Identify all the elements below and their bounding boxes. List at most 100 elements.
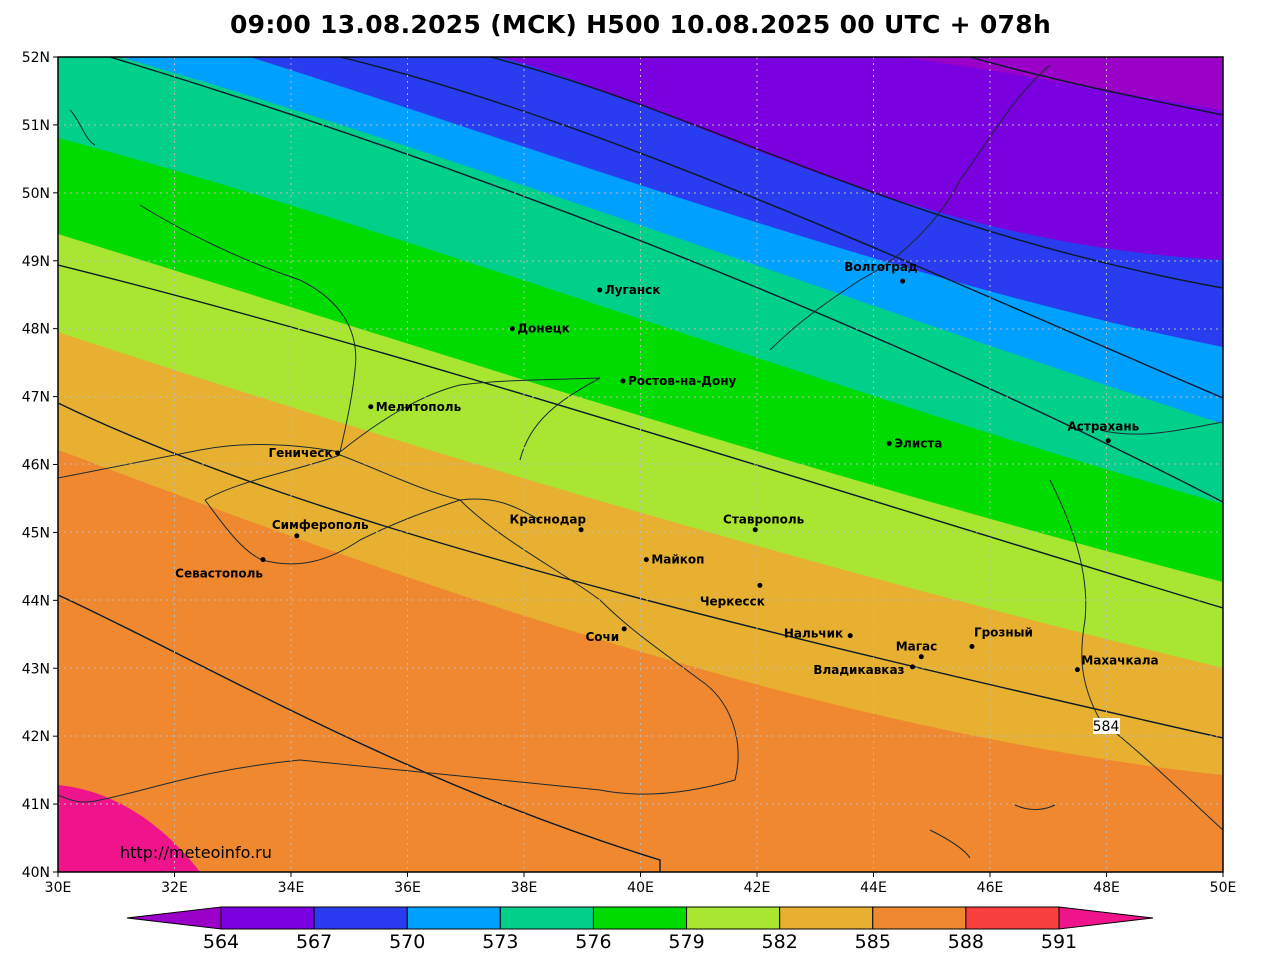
- colorbar-label: 570: [389, 931, 425, 953]
- city-dot: [752, 527, 758, 533]
- colorbar-max-arrow: [1058, 906, 1154, 930]
- colorbar-segment: [499, 906, 594, 930]
- city-dot: [969, 644, 975, 650]
- city-label: Элиста: [894, 436, 942, 450]
- colorbar-segment: [686, 906, 781, 930]
- lon-tick-label: 40E: [627, 880, 654, 896]
- city-label: Краснодар: [510, 513, 587, 527]
- lon-tick-label: 34E: [278, 880, 305, 896]
- contour-label-text: 584: [1093, 719, 1120, 735]
- map-title: 09:00 13.08.2025 (MCK) H500 10.08.2025 0…: [229, 10, 1052, 39]
- lat-tick-label: 48N: [22, 322, 50, 338]
- city-label: Майкоп: [651, 553, 704, 567]
- city-dot: [509, 326, 515, 332]
- city-dot: [1105, 438, 1111, 444]
- colorbar-min-arrow: [126, 906, 222, 930]
- city-label: Луганск: [605, 283, 661, 297]
- city-dot: [368, 404, 374, 410]
- band-582: [58, 232, 1223, 668]
- lon-tick-label: 44E: [860, 880, 887, 896]
- city-label: Донецк: [517, 322, 569, 336]
- grid-lines: [58, 57, 1223, 872]
- colorbar-segment: [220, 906, 315, 930]
- city-label: Черкесск: [700, 594, 765, 608]
- colorbar-label: 579: [668, 931, 704, 953]
- city-dot: [1074, 667, 1080, 673]
- lon-tick-label: 46E: [977, 880, 1004, 896]
- colorbar-segment: [872, 906, 967, 930]
- colorbar-segment: [406, 906, 501, 930]
- band-588: [58, 450, 1223, 872]
- coastlines: [58, 64, 1223, 859]
- lon-tick-label: 38E: [511, 880, 538, 896]
- lon-tick-label: 42E: [744, 880, 771, 896]
- colorbar-segment: [779, 906, 874, 930]
- city-dot: [918, 654, 924, 660]
- colorbar-label: 582: [762, 931, 798, 953]
- city-label: Волгоград: [844, 260, 918, 274]
- colorbar-label: 567: [296, 931, 332, 953]
- lat-tick-label: 43N: [22, 661, 50, 677]
- colorbar-label: 591: [1041, 931, 1077, 953]
- city-dot: [597, 287, 603, 293]
- lat-tick-label: 46N: [22, 458, 50, 474]
- colorbar-label: 573: [482, 931, 518, 953]
- band-564: [900, 57, 1223, 110]
- city-label: Геническ: [268, 446, 332, 460]
- city-label: Владикавказ: [813, 663, 904, 677]
- lat-tick-label: 40N: [22, 865, 50, 881]
- city-dot: [620, 378, 626, 384]
- lat-tick-label: 42N: [22, 729, 50, 745]
- source-url: http://meteoinfo.ru: [120, 843, 272, 862]
- lon-tick-label: 50E: [1210, 880, 1237, 896]
- contour-lines: [58, 57, 1223, 872]
- band-570: [250, 57, 1223, 347]
- city-markers: Волгоград Луганск Донецк Ростов-на-Дону Мели…: [175, 260, 1158, 677]
- city-label: Грозный: [974, 626, 1033, 640]
- band-567: [500, 57, 1223, 260]
- latitude-axis: 40N 41N 42N 43N 44N 45N 46N 47N 48N 49N 50N 51N 52N: [22, 50, 58, 881]
- city-dot: [643, 557, 649, 563]
- lat-tick-label: 47N: [22, 390, 50, 406]
- lon-tick-label: 32E: [161, 880, 188, 896]
- colorbar-label: 585: [855, 931, 891, 953]
- city-dot: [621, 626, 627, 632]
- lat-tick-label: 52N: [22, 50, 50, 66]
- colorbar-label: 564: [203, 931, 239, 953]
- colorbar-label: 576: [575, 931, 611, 953]
- city-dot: [910, 664, 916, 670]
- city-dot: [886, 440, 892, 446]
- band-591: [58, 785, 200, 872]
- city-dot: [900, 278, 906, 284]
- city-dot: [335, 450, 341, 456]
- city-label: Сочи: [585, 630, 619, 644]
- city-label: Нальчик: [784, 627, 843, 641]
- lat-tick-label: 49N: [22, 254, 50, 270]
- colorbar-segment: [592, 906, 688, 930]
- lon-tick-label: 30E: [45, 880, 72, 896]
- lat-tick-label: 41N: [22, 797, 50, 813]
- city-label: Ростов-на-Дону: [628, 374, 737, 388]
- contour-label-584: 584: [1093, 718, 1120, 735]
- colorbar-segment: [313, 906, 408, 930]
- lat-tick-label: 50N: [22, 186, 50, 202]
- city-label: Мелитополь: [376, 400, 462, 414]
- colorbar-label: 588: [948, 931, 984, 953]
- city-dot: [757, 582, 763, 588]
- colorbar-segment: [965, 906, 1060, 930]
- band-573: [120, 57, 1223, 424]
- lat-tick-label: 51N: [22, 118, 50, 134]
- longitude-axis: 30E 32E 34E 36E 38E 40E 42E 44E 46E 48E 50E: [45, 872, 1237, 896]
- lon-tick-label: 48E: [1093, 880, 1120, 896]
- colorbar: 564 567 570 573 576 579 582 585 588 591: [126, 906, 1154, 953]
- lon-tick-label: 36E: [394, 880, 421, 896]
- city-dot: [578, 527, 584, 533]
- band-585: [58, 330, 1223, 775]
- city-dot: [294, 533, 300, 539]
- city-dot: [260, 557, 266, 563]
- lat-tick-label: 44N: [22, 593, 50, 609]
- city-label: Севастополь: [175, 567, 263, 581]
- city-label: Астрахань: [1067, 420, 1139, 434]
- city-dot: [847, 633, 853, 639]
